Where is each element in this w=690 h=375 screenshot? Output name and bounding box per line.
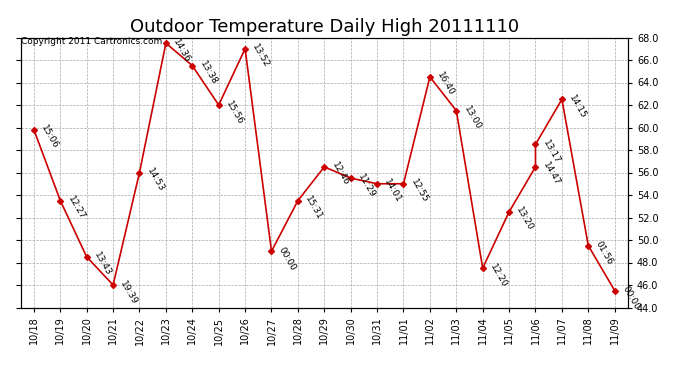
Text: 19:39: 19:39 xyxy=(119,279,139,306)
Text: 14:01: 14:01 xyxy=(383,178,404,205)
Text: 11:29: 11:29 xyxy=(356,172,377,199)
Text: 15:31: 15:31 xyxy=(304,195,324,222)
Text: 12:20: 12:20 xyxy=(489,262,509,289)
Text: 13:43: 13:43 xyxy=(92,251,113,278)
Text: 14:47: 14:47 xyxy=(541,161,562,188)
Text: 14:53: 14:53 xyxy=(145,166,166,194)
Text: 13:00: 13:00 xyxy=(462,105,482,132)
Text: 15:56: 15:56 xyxy=(224,99,245,126)
Text: 14:36: 14:36 xyxy=(171,37,192,64)
Text: 12:55: 12:55 xyxy=(409,178,430,205)
Title: Outdoor Temperature Daily High 20111110: Outdoor Temperature Daily High 20111110 xyxy=(130,18,519,36)
Text: 14:15: 14:15 xyxy=(567,93,588,120)
Text: 16:40: 16:40 xyxy=(435,71,456,98)
Text: 00:00: 00:00 xyxy=(620,285,641,312)
Text: 00:00: 00:00 xyxy=(277,245,298,272)
Text: 13:17: 13:17 xyxy=(541,138,562,165)
Text: 12:27: 12:27 xyxy=(66,195,86,221)
Text: 01:56: 01:56 xyxy=(594,240,615,267)
Text: 15:06: 15:06 xyxy=(39,124,60,151)
Text: 13:20: 13:20 xyxy=(515,206,535,233)
Text: Copyright 2011 Cartronics.com: Copyright 2011 Cartronics.com xyxy=(21,38,162,46)
Text: 12:46: 12:46 xyxy=(330,161,351,188)
Text: 13:38: 13:38 xyxy=(198,60,219,87)
Text: 13:52: 13:52 xyxy=(250,43,271,70)
